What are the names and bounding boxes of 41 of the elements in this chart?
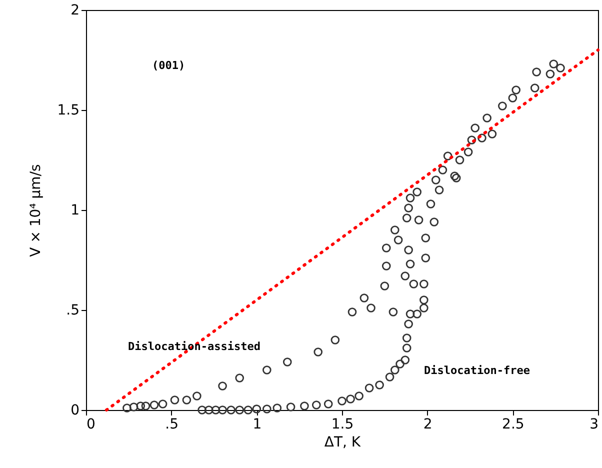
annotation: (001): [152, 59, 186, 72]
point: [390, 366, 400, 374]
point: [252, 404, 262, 414]
point: [402, 344, 412, 352]
point: [300, 402, 309, 410]
y-tick-label: 0: [70, 402, 80, 418]
x-tick-label: .5: [165, 416, 179, 432]
point: [211, 406, 220, 414]
x-tick-label: 2: [423, 416, 432, 432]
point: [346, 394, 355, 404]
annotation: Dislocation-free: [424, 364, 530, 377]
x-tick-label: 1: [252, 416, 262, 432]
point: [364, 384, 374, 392]
y-tick-label: .5: [66, 302, 80, 318]
point: [204, 406, 214, 414]
point: [262, 404, 272, 414]
x-tick-label: 2.5: [502, 416, 524, 432]
y-tick-label: 1: [70, 202, 80, 218]
point: [354, 392, 364, 400]
point: [338, 396, 346, 406]
x-axis-title: ΔT, K: [324, 434, 362, 450]
point: [286, 402, 296, 412]
point: [198, 406, 206, 414]
point: [385, 372, 394, 382]
x-tick-label: 0: [86, 416, 96, 432]
x-tick-label: 3: [590, 416, 598, 432]
point: [402, 334, 412, 342]
point: [226, 406, 236, 414]
y-tick-label: 1.5: [57, 102, 80, 118]
point: [324, 400, 333, 408]
point: [218, 406, 227, 414]
point: [312, 400, 321, 410]
point: [375, 380, 384, 390]
point: [272, 404, 282, 412]
y-axis-title: V × 10⁴ μm/s: [28, 164, 44, 257]
point: [400, 356, 410, 364]
point: [235, 406, 244, 414]
y-tick-label: 2: [70, 2, 80, 18]
point: [244, 406, 253, 414]
x-tick-label: 1.5: [331, 416, 354, 432]
point: [396, 360, 404, 368]
